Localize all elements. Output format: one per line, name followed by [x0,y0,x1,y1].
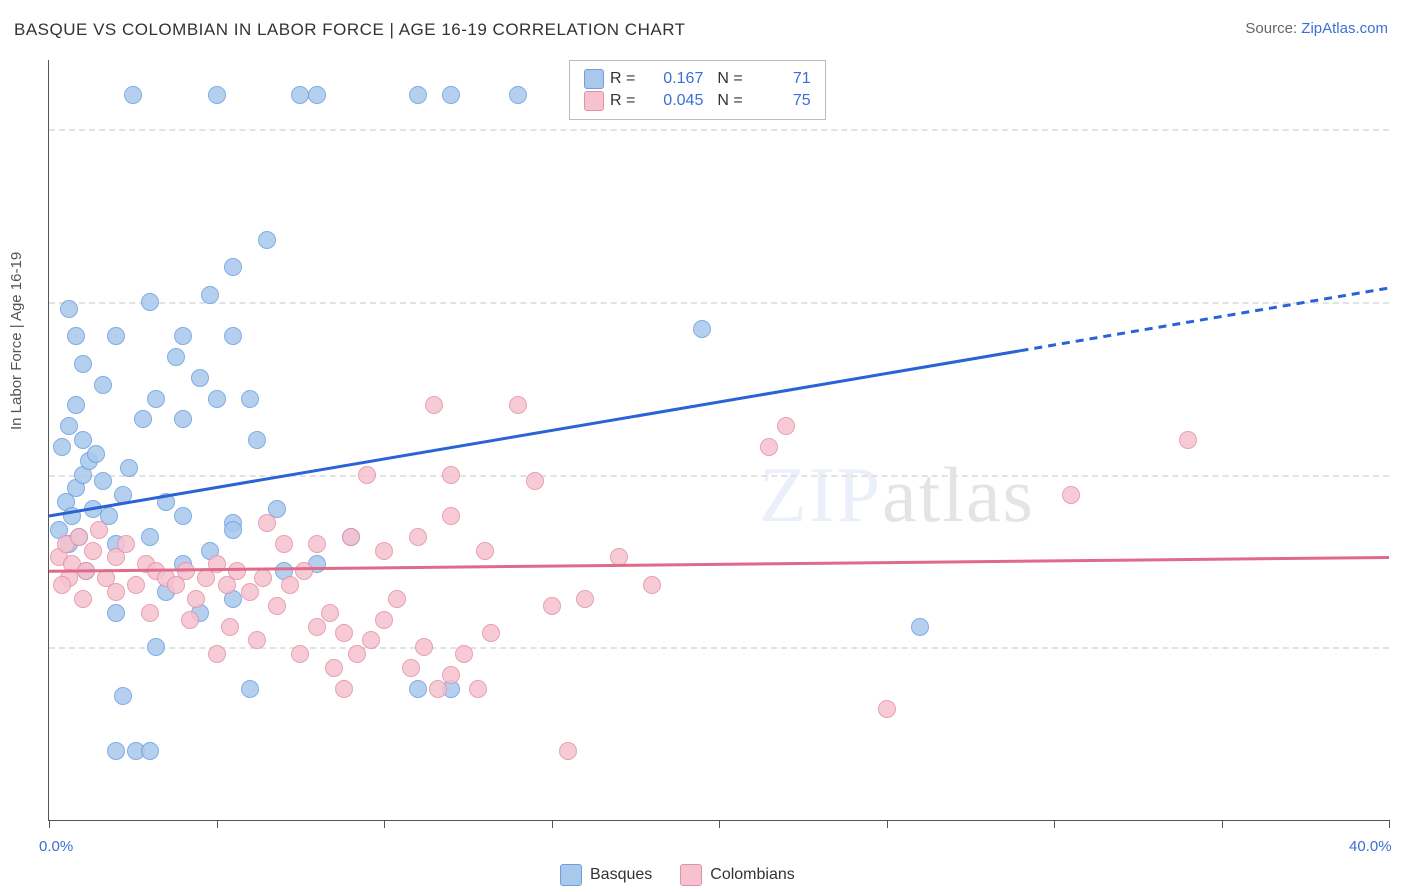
x-tick-label: 0.0% [39,838,73,855]
legend-label: Colombians [710,866,794,883]
trend-line [49,60,1389,820]
x-tick [719,820,720,828]
x-tick [1389,820,1390,828]
chart-container: BASQUE VS COLOMBIAN IN LABOR FORCE | AGE… [0,0,1406,892]
x-tick-label: 40.0% [1349,838,1392,855]
series-legend: Basques Colombians [560,864,795,886]
source-link[interactable]: ZipAtlas.com [1301,20,1388,37]
x-tick [217,820,218,828]
source-prefix-text: Source: [1245,20,1301,37]
x-tick [1054,820,1055,828]
x-tick [1222,820,1223,828]
legend-item: Colombians [680,864,794,886]
source-attribution: Source: ZipAtlas.com [1245,20,1388,37]
legend-swatch [560,864,582,886]
x-tick [552,820,553,828]
legend-item: Basques [560,864,652,886]
chart-title: BASQUE VS COLOMBIAN IN LABOR FORCE | AGE… [14,20,686,40]
y-tick-label: 100.0% [1399,141,1406,158]
y-tick-label: 50.0% [1399,487,1406,504]
x-tick [887,820,888,828]
legend-label: Basques [590,866,652,883]
x-tick [49,820,50,828]
x-tick [384,820,385,828]
y-axis-label: In Labor Force | Age 16-19 [8,252,25,430]
y-tick-label: 75.0% [1399,314,1406,331]
y-tick-label: 25.0% [1399,659,1406,676]
legend-swatch [680,864,702,886]
plot-area: R =0.167N =71R =0.045N =75 ZIPatlas 25.0… [48,60,1389,821]
